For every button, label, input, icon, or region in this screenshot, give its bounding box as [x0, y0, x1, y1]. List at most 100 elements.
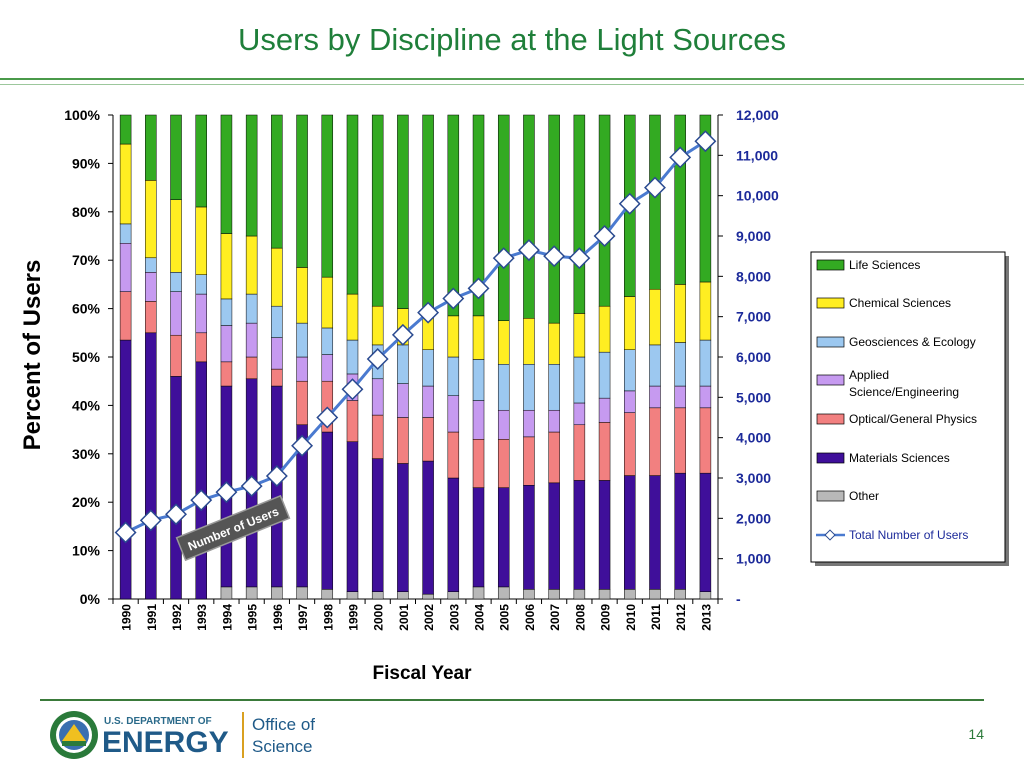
y2-tick-label: 12,000 [736, 107, 779, 123]
doe-office-of-science-logo: U.S. DEPARTMENT OF ENERGY Office of Scie… [50, 711, 315, 759]
x-tick-label: 2007 [548, 604, 562, 631]
bar-segment [371, 305, 384, 346]
y2-tick-label: 4,000 [736, 430, 771, 446]
bar-segment [447, 395, 460, 433]
bar-segment [497, 409, 510, 440]
total-users-point [165, 503, 187, 526]
y-tick-label: 70% [72, 252, 101, 268]
bar-stack [346, 114, 359, 600]
bar-segment [371, 458, 384, 592]
legend-swatch [816, 490, 845, 502]
bar-segment [245, 356, 258, 380]
bar-segment [548, 322, 560, 365]
bar-segment [699, 472, 712, 592]
bar-segment [624, 349, 636, 392]
total-users-point [543, 245, 566, 268]
y-tick-label: 80% [72, 204, 101, 220]
bar-segment [346, 591, 359, 600]
bar-segment [170, 376, 182, 600]
legend-label: Materials Sciences [849, 451, 950, 465]
total-users-point [114, 521, 137, 544]
bar-stack [170, 114, 182, 600]
bar-segment [397, 463, 409, 592]
bar-segment [119, 291, 132, 341]
bar-segment [195, 206, 207, 275]
y2-tick-label: 2,000 [736, 510, 771, 526]
chart-legend: Life Sciences Chemical Sciences Geoscience… [810, 251, 1009, 566]
total-users-point [644, 176, 666, 199]
total-users-point [139, 509, 162, 532]
bar-segment [598, 480, 611, 590]
bar-segment [649, 475, 661, 590]
y-tick-label: 90% [72, 155, 101, 171]
y-tick-label: 40% [72, 397, 101, 413]
bar-segment [220, 325, 233, 363]
bar-segment [245, 322, 258, 358]
y2-tick-label: 1,000 [736, 551, 771, 567]
bar-segment [497, 439, 510, 488]
x-tick-label: 1995 [246, 604, 260, 631]
x-tick-label: 2006 [523, 604, 537, 631]
legend-item: Optical/General Physics [816, 412, 977, 426]
bar-segment [649, 385, 661, 409]
bar-stack [598, 114, 611, 600]
total-users-point [215, 481, 238, 504]
bar-segment [195, 332, 207, 363]
bar-stack [573, 114, 586, 600]
bar-segment [271, 247, 283, 307]
bar-segment [296, 356, 308, 382]
bar-segment [548, 409, 560, 433]
bar-segment [346, 293, 359, 341]
legend-label: Geosciences & Ecology [849, 335, 976, 349]
bar-segment [548, 114, 560, 324]
bar-segment [649, 288, 661, 346]
bar-segment [523, 318, 535, 365]
page-title: Users by Discipline at the Light Sources [238, 22, 786, 57]
x-tick-label: 2005 [498, 604, 512, 631]
x-tick-label: 1990 [120, 604, 134, 631]
bar-segment [422, 593, 434, 600]
bar-segment [598, 397, 611, 423]
bar-segment [598, 351, 611, 399]
y-tick-label: 50% [72, 349, 101, 365]
legend-item: Materials Sciences [816, 451, 950, 465]
bar-segment [548, 364, 560, 411]
logo-energy-text: ENERGY [102, 726, 229, 759]
bar-stack [624, 114, 636, 600]
bar-segment [195, 274, 207, 295]
legend-swatch [816, 374, 845, 386]
legend-label: Optical/General Physics [849, 412, 977, 426]
bar-stack [699, 114, 712, 600]
legend-swatch [816, 259, 845, 271]
bar-segment [674, 114, 686, 285]
bar-segment [119, 243, 132, 292]
x-tick-label: 1998 [321, 604, 335, 631]
bar-segment [573, 313, 586, 358]
bar-stack [497, 114, 510, 600]
bar-segment [145, 301, 157, 334]
bar-segment [497, 364, 510, 411]
bar-segment [296, 114, 308, 268]
bar-segment [699, 339, 712, 387]
bar-segment [472, 586, 485, 600]
legend-swatch [816, 336, 845, 348]
x-axis: 1990 1991 1992 1993 1994 1995 1996 1997 1998 1999… [112, 599, 719, 631]
total-users-point [467, 277, 490, 300]
bar-segment [649, 344, 661, 387]
bar-segment [548, 431, 560, 484]
total-users-line [114, 130, 717, 544]
bar-segment [699, 407, 712, 474]
legend-item: Geosciences & Ecology [816, 335, 976, 349]
bar-segment [422, 460, 434, 595]
bar-segment [573, 589, 586, 600]
bar-segment [371, 378, 384, 416]
bar-segment [170, 199, 182, 273]
bar-stack [674, 114, 686, 600]
bar-stack [271, 114, 283, 600]
bar-segment [598, 589, 611, 600]
bar-segment [145, 180, 157, 259]
bar-segment [523, 364, 535, 411]
bar-segment [497, 320, 510, 365]
total-users-point [694, 130, 717, 153]
bar-segment [422, 385, 434, 418]
